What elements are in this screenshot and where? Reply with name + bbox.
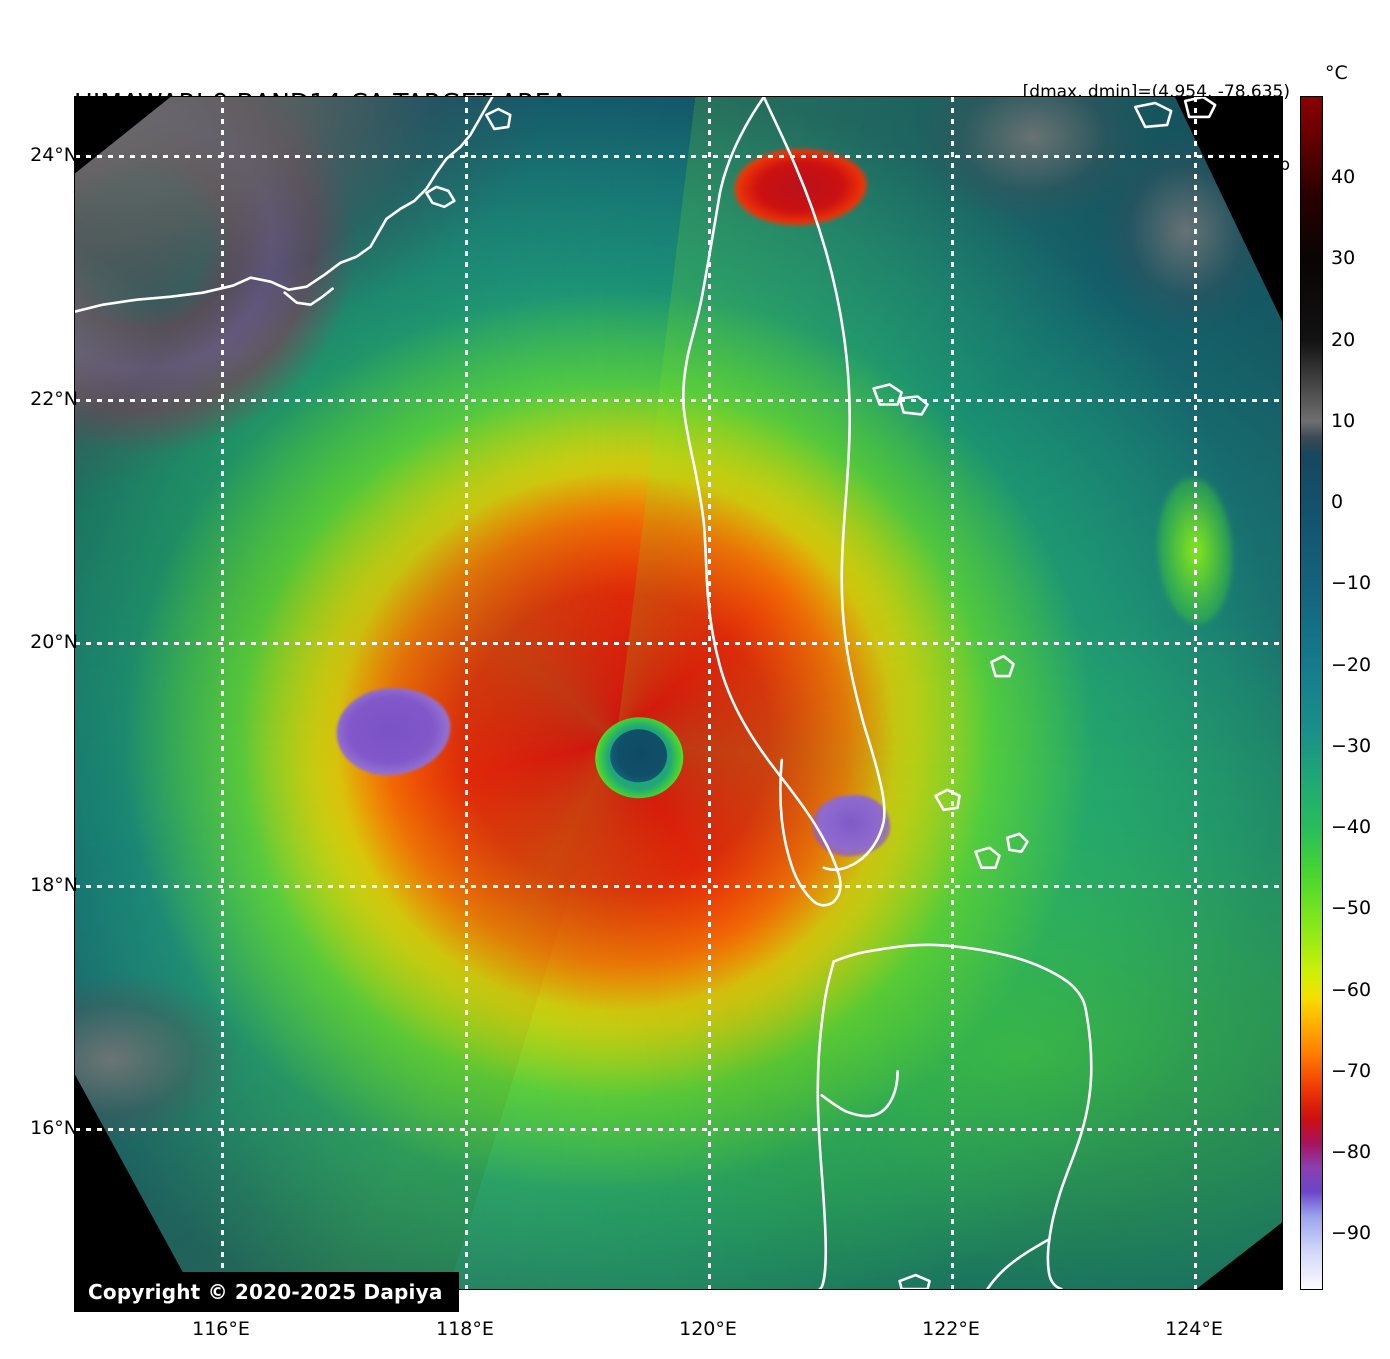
- colorbar-tick-20: 20: [1331, 328, 1356, 351]
- island-small-a: [425, 185, 456, 209]
- coastline-taiwan-east: [762, 97, 886, 871]
- colorbar-tick-neg10: −10: [1331, 572, 1372, 595]
- colorbar-tick-10: 10: [1331, 409, 1356, 432]
- colorbar-unit-label: °C: [1325, 62, 1348, 84]
- colorbar-tick-neg90: −90: [1331, 1222, 1372, 1245]
- x-tick-124e: 124°E: [1165, 1318, 1223, 1340]
- colorbar-tick-neg20: −20: [1331, 653, 1372, 676]
- coastline-luzon-east: [1046, 1006, 1093, 1289]
- coastline-luzon-north: [832, 943, 1087, 1009]
- coastline-luzon-west: [816, 960, 836, 1289]
- satellite-plot-area[interactable]: [74, 96, 1283, 1290]
- island-small-east: [990, 654, 1015, 678]
- x-tick-120e: 120°E: [679, 1318, 737, 1340]
- island-small-ne2: [1183, 97, 1217, 119]
- infrared-brightness-temperature-raster: [75, 97, 1282, 1289]
- island-babuyan-a: [974, 846, 1001, 870]
- coastline-luzon-lingayen: [820, 1070, 899, 1118]
- colorbar-tick-neg80: −80: [1331, 1140, 1372, 1163]
- x-tick-122e: 122°E: [922, 1318, 980, 1340]
- y-tick-16n: 16°N: [30, 1117, 78, 1139]
- island-small-ne: [1133, 101, 1173, 129]
- island-small-se: [898, 1273, 931, 1289]
- island-batanes-a: [934, 788, 961, 812]
- coastline-taiwan: [681, 97, 842, 907]
- coastline-overlay: [75, 97, 1217, 1289]
- colorbar-tick-neg30: −30: [1331, 734, 1372, 757]
- colorbar-tick-neg70: −70: [1331, 1059, 1372, 1082]
- island-babuyan-b: [1006, 832, 1029, 854]
- y-tick-20n: 20°N: [30, 631, 78, 653]
- island-small-tw-s2: [898, 395, 929, 416]
- colorbar-tick-neg60: −60: [1331, 978, 1372, 1001]
- colorbar-gradient: [1301, 97, 1322, 1289]
- coastline-luzon-se: [986, 1237, 1051, 1289]
- coastline-china-inlet: [283, 287, 334, 306]
- colorbar-tick-40: 40: [1331, 166, 1356, 189]
- colorbar-tick-30: 30: [1331, 247, 1356, 270]
- y-tick-22n: 22°N: [30, 388, 78, 410]
- island-small-tw-s: [872, 383, 903, 406]
- copyright-banner: Copyright © 2020-2025 Dapiya: [74, 1272, 459, 1312]
- temperature-colorbar[interactable]: [1300, 96, 1323, 1290]
- y-tick-18n: 18°N: [30, 874, 78, 896]
- colorbar-tick-neg50: −50: [1331, 897, 1372, 920]
- x-tick-116e: 116°E: [192, 1318, 250, 1340]
- y-tick-24n: 24°N: [30, 144, 78, 166]
- colorbar-tick-0: 0: [1331, 491, 1344, 514]
- island-small-b: [485, 107, 512, 131]
- coastline-south-china: [75, 97, 494, 313]
- colorbar-tick-neg40: −40: [1331, 816, 1372, 838]
- x-tick-118e: 118°E: [436, 1318, 494, 1340]
